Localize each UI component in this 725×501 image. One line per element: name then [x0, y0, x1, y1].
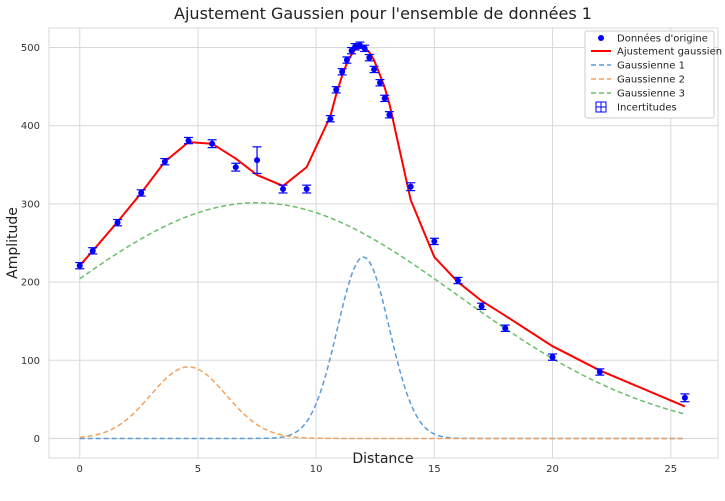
point-marker	[303, 186, 310, 193]
x-tick-label: 20	[546, 464, 559, 475]
chart-title: Ajustement Gaussien pour l'ensemble de d…	[174, 4, 592, 23]
legend-label: Incertitudes	[617, 103, 677, 114]
data-point	[331, 86, 341, 94]
data-point	[355, 41, 365, 49]
data-point	[88, 247, 98, 255]
point-marker	[89, 247, 96, 254]
axis-ticks: 0 5 10 15 20 25 0 100 200 300 400 500	[21, 43, 677, 475]
x-tick-label: 5	[195, 464, 201, 475]
x-tick-label: 0	[77, 464, 83, 475]
data-point	[375, 78, 385, 87]
legend-entry-ajustement: Ajustement gaussien	[591, 47, 722, 58]
data-point	[406, 182, 416, 192]
legend-label: Gaussienne 2	[617, 75, 685, 86]
x-tick-label: 25	[664, 464, 677, 475]
data-point	[360, 44, 370, 53]
y-tick-label: 200	[21, 278, 40, 289]
point-marker	[502, 325, 509, 332]
data-point	[75, 261, 85, 270]
point-marker	[254, 157, 261, 164]
legend: Données d'origine Ajustement gaussien Ga…	[584, 30, 722, 119]
point-marker	[185, 137, 192, 144]
data-point	[337, 68, 347, 76]
point-marker	[381, 95, 388, 102]
y-tick-label: 0	[34, 434, 40, 445]
data-point	[278, 184, 288, 194]
data-point	[429, 237, 439, 246]
x-tick-label: 15	[428, 464, 441, 475]
data-point	[136, 189, 146, 197]
data-point	[252, 146, 262, 175]
point-marker	[138, 189, 145, 196]
point-marker	[681, 394, 688, 401]
point-marker	[371, 66, 378, 73]
point-marker	[161, 158, 168, 165]
y-axis-title: Amplitude	[5, 207, 21, 279]
x-tick-label: 10	[310, 464, 323, 475]
point-marker	[232, 164, 239, 171]
point-marker	[366, 54, 373, 61]
point-marker	[333, 86, 340, 93]
legend-entry-incertitudes: Incertitudes	[595, 101, 677, 114]
legend-label: Gaussienne 3	[617, 89, 685, 100]
point-marker	[76, 262, 83, 269]
gaussienne-2-curve	[79, 366, 685, 440]
point-marker	[549, 354, 556, 361]
data-point	[207, 139, 217, 149]
legend-label: Données d'origine	[617, 33, 708, 45]
point-marker	[361, 45, 368, 52]
data-point	[183, 136, 193, 145]
point-marker	[407, 183, 414, 190]
y-tick-label: 400	[21, 121, 40, 132]
point-marker	[386, 111, 393, 118]
data-point	[595, 368, 605, 376]
point-marker	[478, 303, 485, 310]
data-point	[680, 393, 690, 403]
legend-point-marker	[598, 35, 604, 41]
data-point	[160, 157, 170, 166]
point-marker	[114, 219, 121, 226]
legend-entry-gaussienne-3: Gaussienne 3	[591, 89, 685, 100]
data-point	[113, 218, 123, 227]
data-points	[75, 41, 690, 403]
point-marker	[454, 277, 461, 284]
data-point	[453, 276, 463, 285]
point-marker	[431, 238, 438, 245]
data-point	[548, 353, 558, 361]
data-point	[384, 111, 394, 119]
x-axis-title: Distance	[352, 451, 413, 467]
data-point	[369, 65, 379, 74]
legend-box	[584, 30, 715, 119]
point-marker	[280, 186, 287, 193]
point-marker	[327, 115, 334, 122]
point-marker	[376, 79, 383, 86]
legend-label: Ajustement gaussien	[617, 47, 722, 58]
data-point	[325, 114, 335, 123]
data-point	[231, 162, 241, 172]
point-marker	[596, 369, 603, 375]
data-point	[500, 324, 510, 332]
legend-label: Gaussienne 1	[617, 61, 685, 72]
data-point	[364, 53, 374, 62]
data-point	[342, 56, 352, 64]
gaussienne-3-curve	[79, 201, 686, 415]
point-marker	[343, 57, 350, 64]
legend-entry-gaussienne-2: Gaussienne 2	[591, 75, 685, 86]
y-tick-label: 300	[21, 199, 40, 210]
data-point	[477, 302, 487, 311]
y-tick-label: 500	[21, 43, 40, 54]
point-marker	[356, 42, 363, 49]
legend-entry-donnees: Données d'origine	[598, 33, 708, 45]
data-point	[302, 184, 312, 194]
point-marker	[209, 140, 216, 147]
point-marker	[339, 68, 346, 75]
legend-entry-gaussienne-1: Gaussienne 1	[591, 61, 685, 72]
data-point	[380, 94, 390, 103]
point-marker	[348, 47, 355, 54]
y-tick-label: 100	[21, 356, 40, 367]
